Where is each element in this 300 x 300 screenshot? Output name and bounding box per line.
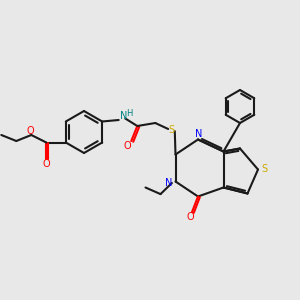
Text: S: S bbox=[261, 164, 267, 175]
Text: N: N bbox=[120, 111, 128, 122]
Text: O: O bbox=[124, 141, 131, 152]
Text: N: N bbox=[165, 178, 172, 188]
Text: N: N bbox=[195, 129, 202, 139]
Text: H: H bbox=[126, 109, 132, 118]
Text: S: S bbox=[169, 125, 175, 135]
Text: O: O bbox=[43, 159, 50, 169]
Text: O: O bbox=[26, 126, 34, 136]
Text: O: O bbox=[187, 212, 194, 223]
